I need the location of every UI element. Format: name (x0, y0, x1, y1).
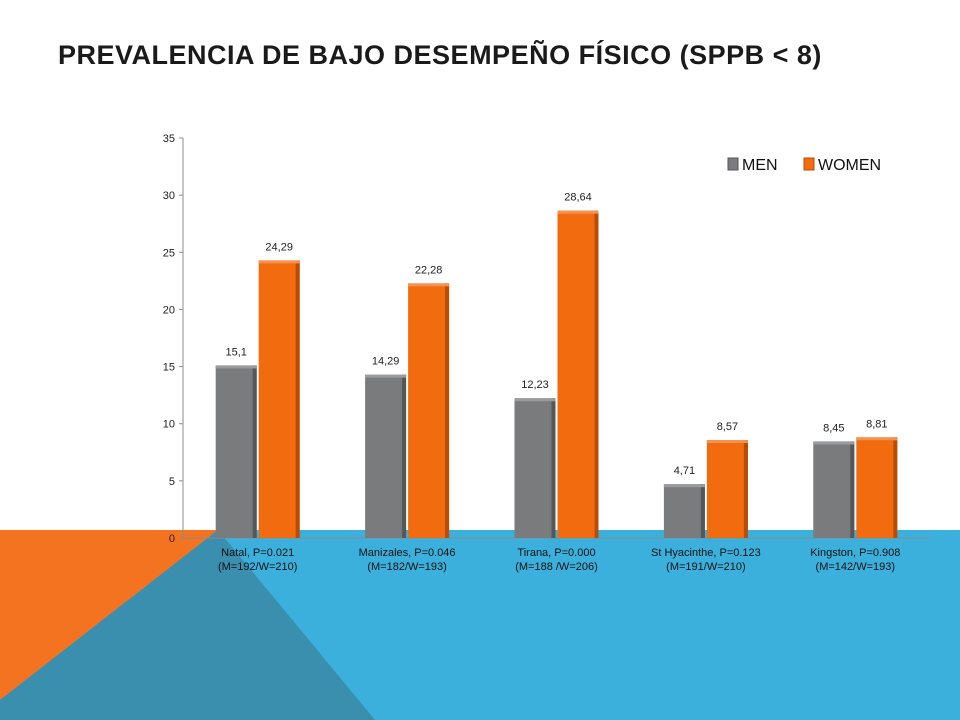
data-label: 8,45 (823, 422, 844, 434)
x-category-label: (M=188 /W=206) (515, 561, 598, 573)
bar-side-shade (594, 210, 599, 538)
x-category-label: (M=192/W=210) (218, 561, 297, 573)
bar-top-shade (706, 440, 748, 444)
bar-side-shade (295, 260, 300, 538)
bar-women-1 (408, 283, 450, 538)
data-label: 28,64 (564, 192, 592, 204)
x-category-label: Tirana, P=0.000 (517, 547, 595, 559)
x-category-label: (M=142/W=193) (816, 561, 895, 573)
bar-women-0 (258, 260, 300, 538)
y-tick-label: 30 (163, 190, 175, 202)
legend-label-men: MEN (742, 157, 778, 174)
x-category-label: (M=191/W=210) (666, 561, 745, 573)
bar-side-shade (402, 374, 407, 538)
bar-side-shade (893, 437, 898, 538)
bar-top-shade (514, 398, 556, 402)
bar-top-shade (215, 365, 257, 369)
chart-bars (215, 210, 898, 538)
chart-data-labels: 15,1 24,29 14,29 22,28 12,23 28,64 4,71 8,57 8,4… (225, 192, 887, 477)
bar-women-2 (557, 210, 599, 538)
y-tick-label: 0 (169, 533, 175, 545)
chart-category-labels: Natal, P=0.021 (M=192/W=210) Manizales, P=… (218, 547, 900, 573)
y-tick-label: 10 (163, 419, 175, 431)
bar-women-4 (856, 437, 898, 538)
bar-men-3 (663, 484, 705, 538)
bar-men-0 (215, 365, 257, 538)
x-category-label: St Hyacinthe, P=0.123 (651, 547, 761, 559)
bar-side-shade (445, 283, 450, 538)
bar-top-shade (557, 210, 599, 214)
data-label: 8,57 (717, 421, 738, 433)
legend-label-women: WOMEN (818, 157, 881, 174)
data-label: 14,29 (372, 356, 400, 368)
bar-side-shade (743, 440, 748, 538)
chart-legend: MEN WOMEN (727, 157, 881, 174)
bar-top-shade (365, 374, 407, 378)
overlap-band (0, 530, 375, 720)
bar-top-shade (813, 441, 855, 445)
y-tick-label: 15 (163, 362, 175, 374)
bar-top-shade (408, 283, 450, 287)
x-category-label: (M=182/W=193) (367, 561, 446, 573)
bar-side-shade (252, 365, 257, 538)
y-tick-label: 35 (163, 133, 175, 145)
bar-top-shade (856, 437, 898, 441)
bar-women-3 (706, 440, 748, 538)
x-category-label: Natal, P=0.021 (221, 547, 294, 559)
bar-side-shade (700, 484, 705, 538)
legend-swatch-women (803, 157, 815, 171)
data-label: 12,23 (521, 379, 549, 391)
x-category-label: Kingston, P=0.908 (810, 547, 900, 559)
chart-axes: 0 5 10 15 20 25 30 35 (163, 133, 930, 545)
y-tick-label: 5 (169, 476, 175, 488)
data-label: 8,81 (866, 418, 887, 430)
data-label: 22,28 (415, 264, 443, 276)
x-category-label: Manizales, P=0.046 (359, 547, 456, 559)
bar-men-2 (514, 398, 556, 538)
data-label: 4,71 (674, 465, 695, 477)
bar-top-shade (663, 484, 705, 488)
data-label: 24,29 (265, 241, 293, 253)
bar-side-shade (551, 398, 556, 538)
slide-title: PREVALENCIA DE BAJO DESEMPEÑO FÍSICO (SP… (58, 40, 822, 70)
legend-swatch-men (727, 157, 739, 171)
bar-side-shade (850, 441, 855, 538)
bar-top-shade (258, 260, 300, 264)
bar-men-4 (813, 441, 855, 538)
y-tick-label: 20 (163, 304, 175, 316)
bar-men-1 (365, 374, 407, 538)
y-tick-label: 25 (163, 247, 175, 259)
data-label: 15,1 (225, 346, 246, 358)
